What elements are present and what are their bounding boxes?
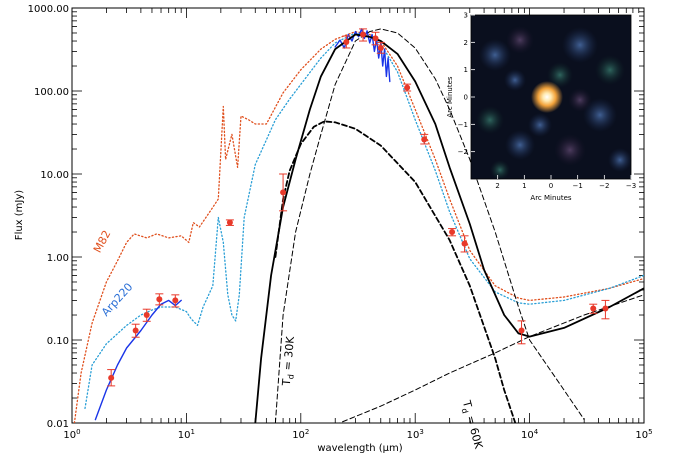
data-point: [155, 293, 164, 306]
y-tick-label: 100.00: [34, 87, 69, 98]
series-line-8: [338, 294, 644, 423]
data-point: [589, 303, 598, 314]
data-marker: [172, 297, 179, 304]
data-marker: [132, 327, 139, 334]
data-point: [279, 173, 288, 212]
annotation-label: Td = 30K: [280, 335, 299, 387]
data-point: [225, 219, 234, 226]
inset-x-tick-label: 0: [549, 182, 553, 190]
inset-ticks: 2 1 0 −1 −2 −3 3 2 1 0 −1 −2: [458, 12, 636, 191]
annotation-label: Td = 60K: [458, 398, 486, 451]
inset-y-tick-label: 3: [464, 12, 468, 20]
data-marker: [343, 38, 350, 45]
data-point: [342, 35, 351, 49]
series-line-7: [274, 28, 585, 423]
inset-x-tick-label: −1: [573, 182, 583, 190]
data-marker: [226, 219, 233, 226]
data-point: [448, 228, 457, 237]
inset-y-tick-label: 1: [464, 66, 468, 74]
data-point: [131, 323, 140, 338]
data-point: [371, 31, 380, 46]
data-marker: [461, 240, 468, 247]
axis-ticks: [71, 8, 644, 424]
data-marker: [449, 229, 456, 236]
photometry-points: [107, 28, 610, 387]
data-point: [403, 83, 412, 92]
x-tick-label: 105: [635, 428, 652, 441]
data-point: [107, 369, 116, 387]
data-marker: [156, 296, 163, 303]
y-axis-title: Flux (mJy): [14, 190, 25, 240]
x-tick-label: 102: [292, 428, 309, 441]
data-point: [359, 28, 368, 42]
y-tick-label: 0.01: [47, 419, 69, 430]
data-marker: [421, 136, 428, 143]
inset-x-tick-label: 1: [522, 182, 526, 190]
y-tick-label: 1.00: [47, 253, 69, 264]
x-axis-title: wavelength (μm): [317, 443, 402, 454]
axis-tick-labels: 100 101 102 103 104 1050.010.101.0010.00100.0…: [28, 4, 653, 441]
series-line-4: [334, 28, 391, 83]
data-marker: [143, 312, 150, 319]
data-marker: [372, 35, 379, 42]
inset-image: 2 1 0 −1 −2 −3 3 2 1 0 −1 −2 Arc Minutes Arc Minute…: [446, 12, 636, 203]
data-marker: [518, 327, 525, 334]
inset-x-label: Arc Minutes: [530, 194, 571, 202]
inset-y-tick-label: −2: [458, 148, 468, 156]
series-curves: [73, 28, 644, 423]
data-point: [460, 235, 469, 253]
data-point: [376, 41, 385, 54]
data-marker: [602, 305, 609, 312]
inset-x-tick-label: −2: [599, 182, 609, 190]
series-line-5: [254, 33, 644, 423]
y-tick-label: 0.10: [47, 336, 69, 347]
inset-x-tick-label: −3: [626, 182, 636, 190]
data-marker: [360, 31, 367, 38]
inset-nebulosity: [476, 26, 632, 180]
y-tick-label: 1000.00: [28, 4, 69, 15]
data-marker: [108, 374, 115, 381]
x-tick-label: 101: [178, 428, 195, 441]
inset-y-label: Arc Minutes: [446, 76, 454, 117]
x-tick-label: 104: [521, 428, 539, 441]
data-point: [171, 294, 180, 308]
data-marker: [404, 84, 411, 91]
annotation-label: M82: [91, 228, 114, 255]
inset-source: [531, 81, 563, 113]
data-point: [517, 320, 526, 345]
inset-y-tick-label: 0: [464, 94, 468, 102]
inset-y-tick-label: 2: [464, 39, 468, 47]
x-tick-label: 100: [63, 428, 80, 441]
data-point: [601, 299, 610, 320]
inset-x-tick-label: 2: [495, 182, 499, 190]
y-tick-label: 10.00: [40, 170, 69, 181]
x-tick-label: 103: [407, 428, 424, 441]
series-line-2: [84, 32, 644, 410]
data-point: [142, 308, 151, 322]
data-marker: [377, 44, 384, 51]
inset-y-tick-label: −1: [458, 121, 468, 129]
series-line-1: [73, 30, 644, 423]
plot-frame: [71, 7, 645, 424]
series-line-6: [274, 120, 517, 423]
data-marker: [590, 305, 597, 312]
data-point: [420, 133, 429, 145]
data-marker: [280, 189, 287, 196]
